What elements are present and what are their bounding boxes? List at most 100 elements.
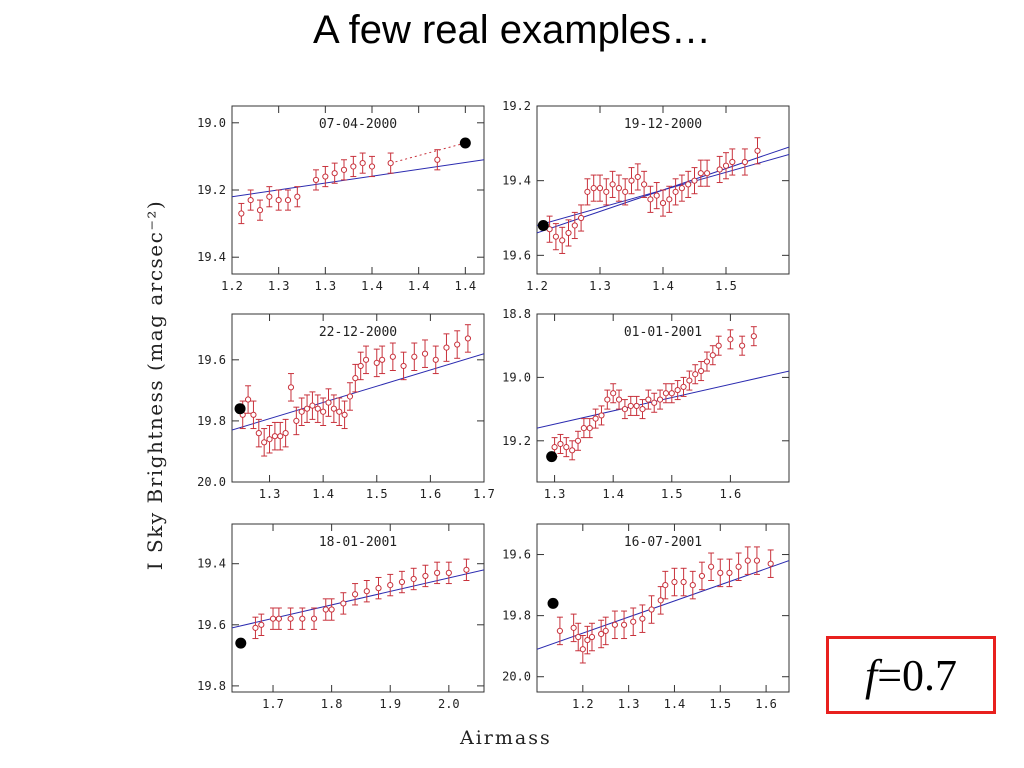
data-point xyxy=(275,615,282,622)
data-point xyxy=(351,591,359,598)
data-point xyxy=(443,344,450,351)
data-point xyxy=(633,402,640,410)
data-point xyxy=(298,408,305,415)
data-point xyxy=(277,433,284,440)
data-point xyxy=(252,624,259,631)
data-point xyxy=(271,433,278,440)
data-point xyxy=(627,402,634,410)
x-tick-label: 2.0 xyxy=(438,697,460,711)
y-tick-label: 19.6 xyxy=(197,353,226,367)
data-point xyxy=(697,367,705,375)
data-point xyxy=(674,386,681,394)
data-point xyxy=(375,585,382,592)
data-point xyxy=(717,569,724,576)
data-point xyxy=(331,170,338,177)
f-value: =0.7 xyxy=(877,650,958,700)
data-point xyxy=(340,166,348,173)
data-point xyxy=(727,336,734,343)
x-tick-label: 1.3 xyxy=(268,279,290,293)
x-tick-label: 1.4 xyxy=(454,279,476,293)
y-tick-label: 19.2 xyxy=(197,183,226,197)
x-axis-label: Airmass xyxy=(460,727,552,749)
data-point xyxy=(552,233,560,240)
x-tick-label: 1.6 xyxy=(720,487,742,501)
x-tick-label: 1.3 xyxy=(314,279,336,293)
panel-title: 01-01-2001 xyxy=(624,325,702,340)
data-point xyxy=(715,342,722,349)
data-point xyxy=(244,396,252,403)
y-tick-label: 19.6 xyxy=(197,618,226,632)
data-point xyxy=(363,588,370,595)
data-point xyxy=(657,597,664,604)
data-point xyxy=(750,333,757,340)
highlight-point xyxy=(547,597,559,609)
x-tick-label: 1.4 xyxy=(361,279,383,293)
data-point xyxy=(630,618,637,625)
data-point xyxy=(716,166,723,173)
data-point xyxy=(421,350,429,357)
data-point xyxy=(238,210,245,217)
x-tick-label: 1.2 xyxy=(526,279,548,293)
data-point xyxy=(275,196,282,204)
data-point xyxy=(320,408,327,415)
y-tick-label: 19.4 xyxy=(197,557,226,571)
fit-line xyxy=(232,159,484,198)
data-point xyxy=(387,581,394,589)
data-point xyxy=(261,439,268,446)
panel-title: 19-12-2000 xyxy=(624,117,702,132)
data-point xyxy=(445,569,452,576)
data-point xyxy=(314,405,321,412)
data-point xyxy=(672,188,679,195)
x-tick-label: 1.4 xyxy=(652,279,674,293)
data-point xyxy=(434,569,441,576)
data-point xyxy=(570,624,577,631)
data-point xyxy=(628,177,635,184)
x-tick-label: 1.9 xyxy=(379,697,401,711)
data-point xyxy=(645,396,652,403)
data-point xyxy=(639,405,646,413)
data-point xyxy=(691,177,698,184)
data-point xyxy=(603,188,610,195)
data-point xyxy=(256,207,264,214)
y-tick-label: 19.6 xyxy=(502,248,531,262)
data-point xyxy=(659,199,667,207)
data-point xyxy=(287,615,294,622)
y-tick-label: 20.0 xyxy=(502,670,531,684)
data-point xyxy=(620,621,628,628)
data-point xyxy=(584,636,591,644)
data-point xyxy=(634,173,641,181)
data-point xyxy=(571,222,578,229)
data-point xyxy=(411,353,418,360)
data-point xyxy=(389,353,396,360)
fit-line xyxy=(537,560,789,650)
data-point xyxy=(621,405,629,413)
y-tick-label: 19.8 xyxy=(197,414,226,428)
highlight-point xyxy=(459,137,471,149)
data-point xyxy=(615,185,623,192)
data-point xyxy=(592,415,599,422)
data-point xyxy=(557,440,564,448)
data-point xyxy=(639,615,646,622)
data-point xyxy=(293,417,300,425)
data-point xyxy=(680,578,687,586)
x-tick-label: 1.6 xyxy=(420,487,442,501)
data-point xyxy=(309,402,316,409)
dotted-line xyxy=(390,142,466,164)
data-point xyxy=(615,396,623,403)
data-point xyxy=(255,430,262,437)
data-point xyxy=(336,408,343,415)
x-tick-label: 1.2 xyxy=(221,279,243,293)
data-point xyxy=(678,185,685,192)
highlight-point xyxy=(537,219,549,231)
data-point xyxy=(767,560,774,567)
data-point xyxy=(735,563,742,570)
y-tick-label: 18.8 xyxy=(502,307,531,321)
fit-line xyxy=(232,569,484,629)
chart-panel-6: 16-07-2001 1.2 1.3 1.4 1.5 1.6 19.6 19.8 20.0 xyxy=(502,523,790,711)
x-tick-label: 1.4 xyxy=(664,697,686,711)
x-tick-label: 1.7 xyxy=(262,697,284,711)
data-point xyxy=(258,621,265,628)
slide-title: A few real examples… xyxy=(313,8,711,52)
data-point xyxy=(410,575,417,583)
data-point xyxy=(604,396,611,403)
